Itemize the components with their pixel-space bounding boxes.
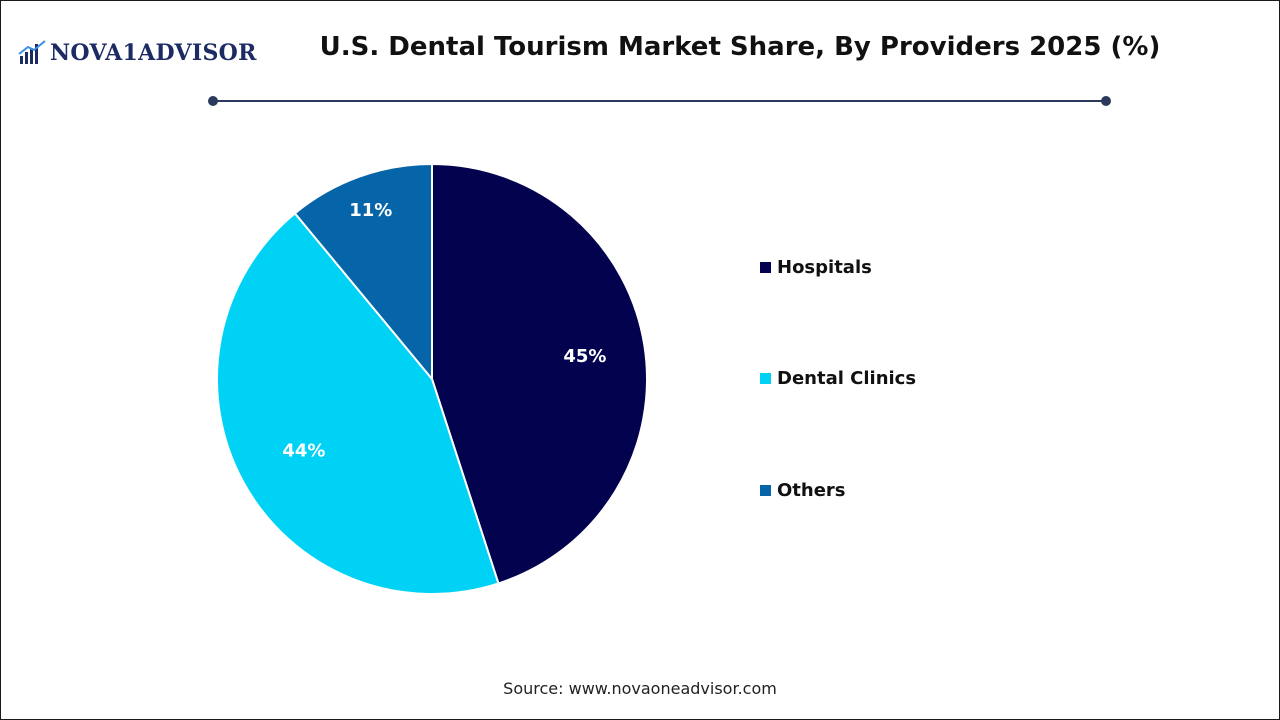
- legend-label-dental-clinics: Dental Clinics: [777, 368, 917, 389]
- logo-bars-icon: [18, 40, 46, 64]
- legend-swatch-others: [760, 484, 771, 496]
- legend-item-others: Others: [760, 479, 916, 501]
- chart-legend: Hospitals Dental Clinics Others: [760, 256, 916, 591]
- legend-label-hospitals: Hospitals: [777, 256, 872, 278]
- legend-swatch-hospitals: [760, 261, 771, 273]
- legend-label-others: Others: [777, 479, 846, 501]
- legend-swatch-dental-clinics: [760, 373, 771, 384]
- source-note: Source: www.novaoneadvisor.com: [503, 679, 777, 698]
- legend-item-dental-clinics: Dental Clinics: [760, 368, 916, 390]
- pie-slice-dental-clinics: [216, 211, 500, 595]
- divider-dot-left: [208, 96, 218, 106]
- data-label-hospitals: 45%: [563, 346, 606, 367]
- data-label-others: 11%: [349, 200, 392, 221]
- pie-slice-others: [293, 162, 433, 382]
- divider-dot-right: [1101, 96, 1111, 106]
- pie-slice-hospitals: [431, 162, 648, 585]
- chart-title: U.S. Dental Tourism Market Share, By Pro…: [319, 32, 1161, 62]
- logo-text: NOVA1ADVISOR: [50, 40, 257, 66]
- legend-item-hospitals: Hospitals: [760, 256, 916, 278]
- title-divider: [213, 100, 1107, 102]
- data-label-dental-clinics: 44%: [282, 440, 325, 461]
- brand-logo: NOVA1ADVISOR: [18, 36, 257, 70]
